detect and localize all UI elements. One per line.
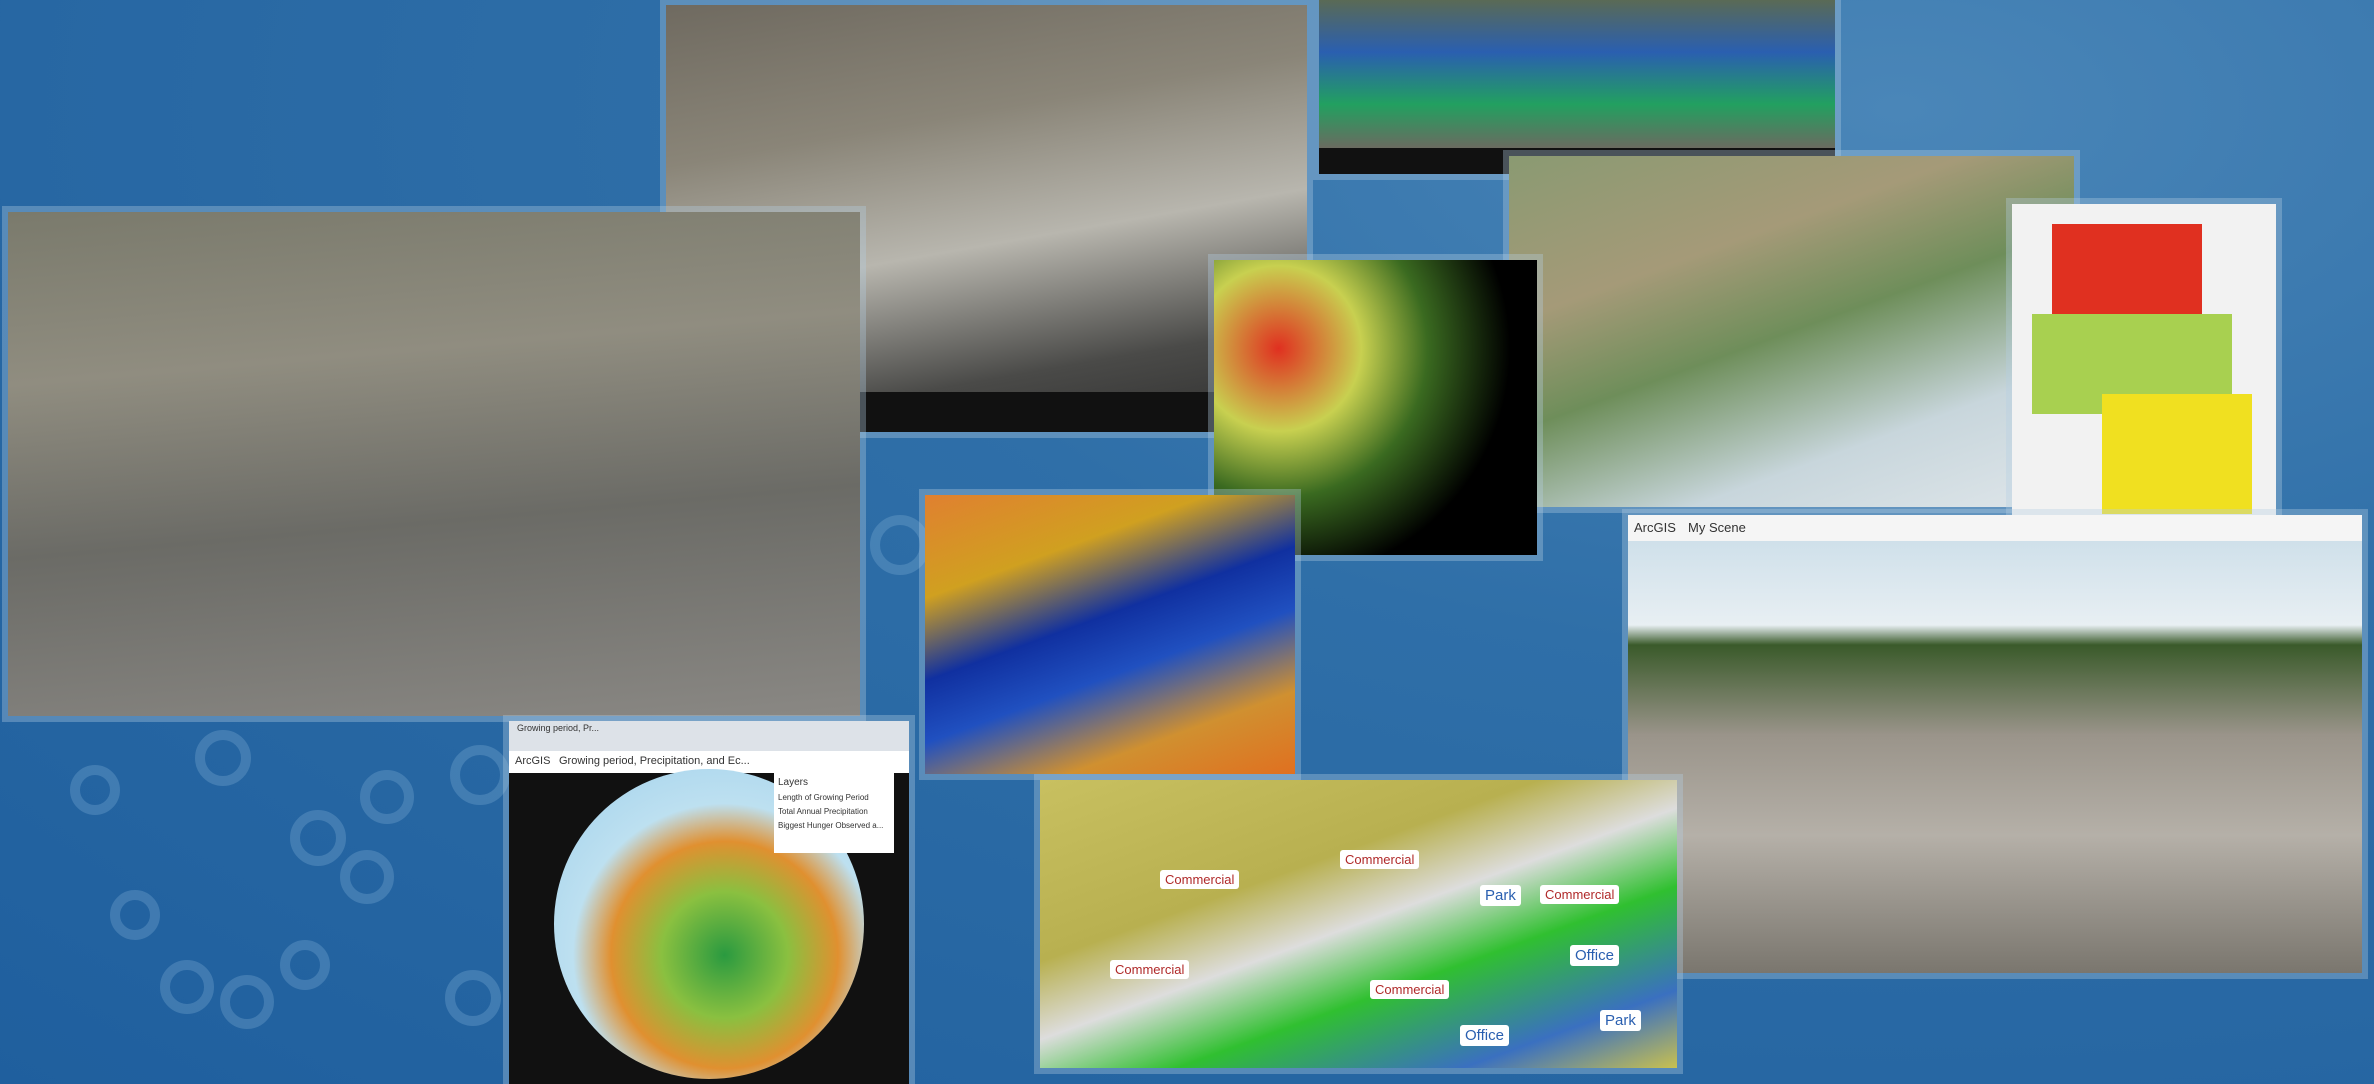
decor-ring xyxy=(360,770,414,824)
map-label: Commercial xyxy=(1340,850,1420,869)
map-label: Commercial xyxy=(1110,960,1190,979)
decor-ring xyxy=(110,890,160,940)
decor-ring xyxy=(160,960,214,1014)
scene-app-panel: ArcGIS My Scene xyxy=(1628,515,2362,973)
decor-ring xyxy=(450,745,510,805)
decor-ring xyxy=(280,940,330,990)
city-panel xyxy=(8,212,860,716)
terrain-panel xyxy=(1509,156,2074,507)
decor-ring xyxy=(70,765,120,815)
decor-ring xyxy=(220,975,274,1029)
map-label: Office xyxy=(1460,1025,1509,1046)
volume-bars-panel xyxy=(1319,0,1835,174)
layer-item[interactable]: Total Annual Precipitation xyxy=(778,807,868,816)
decor-ring xyxy=(340,850,394,904)
layers-title: Layers xyxy=(778,777,809,788)
decor-ring xyxy=(870,515,930,575)
bar3d-panel xyxy=(2012,204,2276,533)
globe-app-panel: Growing period, Pr... ArcGIS Growing per… xyxy=(509,721,909,1084)
map-label: Office xyxy=(1570,945,1619,966)
urban-panel: Commercial Commercial Commercial Commercial… xyxy=(1040,780,1677,1068)
tab: Growing period, Pr... xyxy=(517,723,600,733)
app-header: ArcGIS Growing period, Precipitation, an… xyxy=(509,751,909,773)
brand: ArcGIS xyxy=(515,755,551,767)
block xyxy=(2102,394,2252,514)
layer-item[interactable]: Biggest Hunger Observed a... xyxy=(778,821,884,830)
decor-ring xyxy=(195,730,251,786)
map-label: Commercial xyxy=(1540,885,1620,904)
map-label: Commercial xyxy=(1370,980,1450,999)
layers-panel: Layers Length of Growing Period Total An… xyxy=(774,773,894,853)
decor-ring xyxy=(445,970,501,1026)
scene-title: My Scene xyxy=(1688,520,1746,535)
map-label: Commercial xyxy=(1160,870,1240,889)
layer-item[interactable]: Length of Growing Period xyxy=(778,793,869,802)
brand: ArcGIS xyxy=(1634,520,1676,535)
app-title: Growing period, Precipitation, and Ec... xyxy=(559,755,750,767)
lidar-street-panel xyxy=(925,495,1295,774)
decor-ring xyxy=(290,810,346,866)
browser-bar: Growing period, Pr... xyxy=(509,721,909,751)
map-label: Park xyxy=(1480,885,1521,906)
map-label: Park xyxy=(1600,1010,1641,1031)
